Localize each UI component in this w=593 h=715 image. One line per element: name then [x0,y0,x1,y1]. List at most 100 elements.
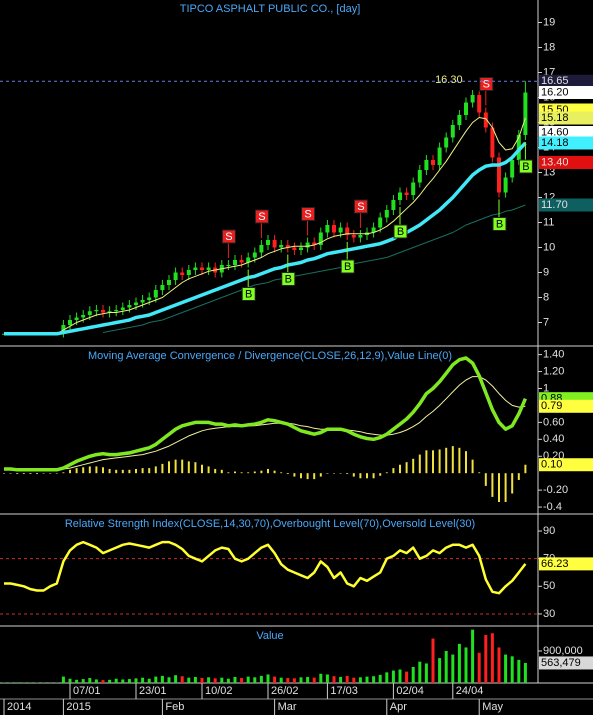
candle-body [134,302,138,305]
panel-title: Value [256,630,283,642]
y-tick-label: 0.40 [543,433,564,445]
signal-box [301,207,316,221]
histogram-bar [49,473,52,474]
value-tag-label: 13.40 [541,156,569,168]
histogram-bar [399,464,401,474]
signal-box [518,159,533,174]
volume-bar [233,676,237,683]
volume-bar [141,677,145,683]
candle-body [384,210,389,218]
histogram-bar [220,469,223,474]
histogram-bar [273,470,276,474]
signal-label: S [357,201,364,213]
histogram-bar [359,473,362,479]
volume-bar [15,682,19,683]
candle-body [272,240,277,248]
volume-bar [391,670,395,683]
volume-bar [88,678,92,683]
candle-body [358,235,363,238]
candle-body [404,192,409,195]
y-tick-label: 19 [543,16,555,28]
candle-body [186,270,191,275]
candle-body [470,95,475,103]
histogram-bar [300,473,302,479]
histogram-bar [478,472,481,474]
histogram-bar [135,468,137,474]
signal-label: S [225,231,232,243]
candle-body [292,247,297,250]
volume-bar [154,676,158,683]
y-tick-label: -0.20 [543,484,568,496]
candle-body [173,272,178,280]
candle-body [101,310,105,313]
volume-bar [477,652,481,683]
candle-body [206,267,211,270]
volume-bar [365,676,369,683]
signal-box [479,77,494,91]
candle-body [490,127,495,158]
y-tick-label: 10 [543,241,555,253]
volume-bar [279,677,283,683]
histogram-bar [95,466,98,474]
signal-box [281,272,296,286]
candle-body [332,225,336,233]
histogram-bar [524,464,527,474]
candle-body [127,305,132,308]
histogram-bar [286,473,289,475]
candle-body [153,290,158,298]
histogram-bar [319,473,322,477]
histogram-bar [366,473,368,479]
volume-bar [464,647,468,683]
volume-bar [471,629,475,683]
histogram-bar [445,447,448,474]
histogram-bar [181,459,184,474]
histogram-bar [293,473,296,477]
volume-bar [431,638,435,683]
histogram-bar [141,468,144,474]
histogram-bar [339,473,342,474]
candle-body [147,297,152,300]
volume-bar [187,677,191,683]
histogram-bar [115,469,118,474]
histogram-bar [42,473,45,474]
histogram-bar [438,449,441,474]
signal-label: B [397,226,404,238]
candle-body [417,170,422,183]
histogram-bar [405,462,408,474]
volume-bar [94,679,98,683]
volume-bar [193,676,197,683]
histogram-bar [392,468,395,474]
volume-bar [286,678,290,683]
candle-body [371,227,376,233]
histogram-bar [418,454,421,474]
candle-body [411,182,416,195]
volume-bar [457,643,461,683]
histogram-bar [385,472,388,474]
volume-bar [325,674,329,683]
volume-bar [180,676,184,683]
signal-label: B [285,273,292,285]
moving-average-line [102,204,526,333]
y-tick-label: 90 [543,525,555,537]
value-tag-label: 16.20 [541,86,569,98]
candle-body [483,112,488,128]
volume-bar [2,682,6,683]
value-tag [539,198,593,212]
value-tag-label: 66.23 [541,558,569,570]
histogram-bar [346,473,349,475]
y-tick-label: 9 [543,266,549,278]
volume-bar [61,676,65,683]
candle-body [503,177,508,193]
value-tag [539,399,593,413]
value-tag-label: 11.70 [541,199,568,211]
candle-body [351,235,356,238]
histogram-bar [465,451,467,474]
volume-bar [147,678,151,683]
volume-bar [213,678,217,683]
volume-bar [345,675,349,683]
volume-bar [385,672,389,683]
volume-bar [167,677,171,683]
y-tick-label: 900,000 [543,645,583,657]
histogram-bar [333,473,335,474]
histogram-bar [504,473,507,502]
